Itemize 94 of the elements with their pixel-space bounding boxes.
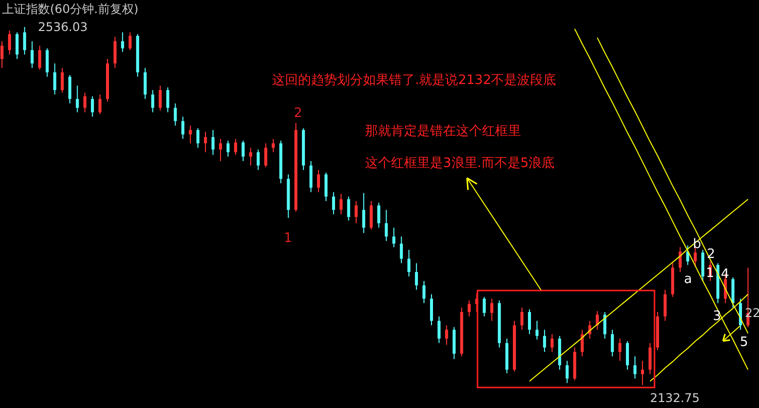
annotation: b [692, 237, 702, 252]
candlestick [686, 244, 690, 266]
candlestick [264, 142, 268, 168]
candlestick [452, 326, 456, 360]
annotation: 5 [740, 335, 748, 350]
candlestick [128, 32, 132, 51]
candlestick [211, 130, 214, 156]
annotation: 那就肯定是错在这个红框里 [365, 124, 521, 139]
candlestick [90, 96, 94, 118]
candlestick [256, 149, 260, 170]
candlestick [536, 320, 539, 340]
annotation: 2 [706, 247, 716, 262]
candlestick [196, 128, 200, 148]
annotation: a [684, 272, 692, 287]
candlestick [60, 67, 64, 94]
candlestick [596, 310, 599, 330]
candlestick [618, 338, 622, 362]
candlestick [0, 40, 4, 68]
candlestick [648, 342, 652, 375]
annotation: 4 [720, 267, 730, 282]
candlestick [8, 30, 12, 56]
annotation: 这个红框里是3浪里.而不是5浪底 [365, 155, 555, 171]
candlestick [332, 192, 336, 215]
candlestick [633, 356, 636, 380]
candlestick [664, 289, 667, 322]
candlestick [610, 329, 614, 357]
candlestick [414, 262, 418, 290]
candlestick [188, 125, 192, 144]
candlestick [272, 138, 275, 153]
candlestick [234, 138, 238, 156]
candlestick [392, 227, 396, 248]
candlestick [641, 360, 644, 386]
candlestick [340, 193, 343, 215]
candlestick [377, 202, 380, 228]
candlestick [23, 26, 26, 56]
candlestick [219, 138, 222, 162]
candlestick [738, 298, 742, 330]
candlestick [370, 200, 373, 230]
candlestick [242, 140, 245, 162]
candlestick [68, 74, 72, 104]
chart-title: 上证指数(60分钟.前复权) [2, 2, 138, 16]
candlestick [347, 196, 350, 222]
annotation: 3 [712, 309, 722, 324]
candlestick [83, 92, 86, 113]
candlestick [174, 102, 177, 126]
annotation: 2 [294, 106, 302, 121]
candlestick [603, 311, 606, 340]
candlestick [400, 236, 403, 264]
candlestick [354, 200, 358, 224]
annotation: 1 [284, 231, 292, 246]
candlestick [701, 249, 704, 282]
candlestick [468, 300, 471, 317]
candlestick [158, 85, 162, 111]
candlestick [76, 85, 79, 113]
candlestick [324, 172, 328, 202]
candlestick [249, 147, 252, 166]
candlestick [678, 246, 682, 273]
candlestick [144, 67, 147, 100]
candlestick [384, 209, 388, 242]
candlestick [53, 62, 56, 95]
candlestick [550, 334, 554, 352]
candlestick [490, 298, 494, 322]
candlestick [626, 340, 629, 370]
candlestick [407, 249, 410, 277]
candlestick [694, 246, 697, 268]
candlestick [580, 329, 584, 357]
candlestick [121, 32, 124, 52]
candlestick [166, 86, 170, 113]
candlestick [520, 307, 524, 330]
candlestick [151, 90, 154, 113]
candlestick [528, 308, 531, 335]
candlestick [445, 324, 448, 346]
candlestick [309, 160, 312, 193]
candlestick [543, 329, 546, 352]
candlestick [422, 280, 426, 304]
candlestick [38, 45, 42, 70]
candlestick [30, 40, 34, 68]
candlestick [430, 294, 434, 326]
candlestick [46, 48, 49, 78]
annotation: 这回的趋势划分如果错了.就是说2132不是波段底 [272, 73, 556, 88]
candlestick [181, 116, 184, 140]
candlestick [438, 316, 441, 344]
candlestick [482, 296, 486, 317]
candlestick [16, 32, 19, 60]
candlestick [731, 276, 734, 308]
candlestick [566, 360, 569, 384]
candlestick [362, 192, 366, 234]
candlestick [114, 36, 117, 68]
candlestick [204, 131, 207, 153]
candlestick [98, 94, 102, 115]
annotation: 2536.03 [38, 20, 88, 34]
text: 2132.75 [650, 391, 700, 405]
candlestick [316, 169, 320, 193]
candlestick [226, 140, 230, 158]
